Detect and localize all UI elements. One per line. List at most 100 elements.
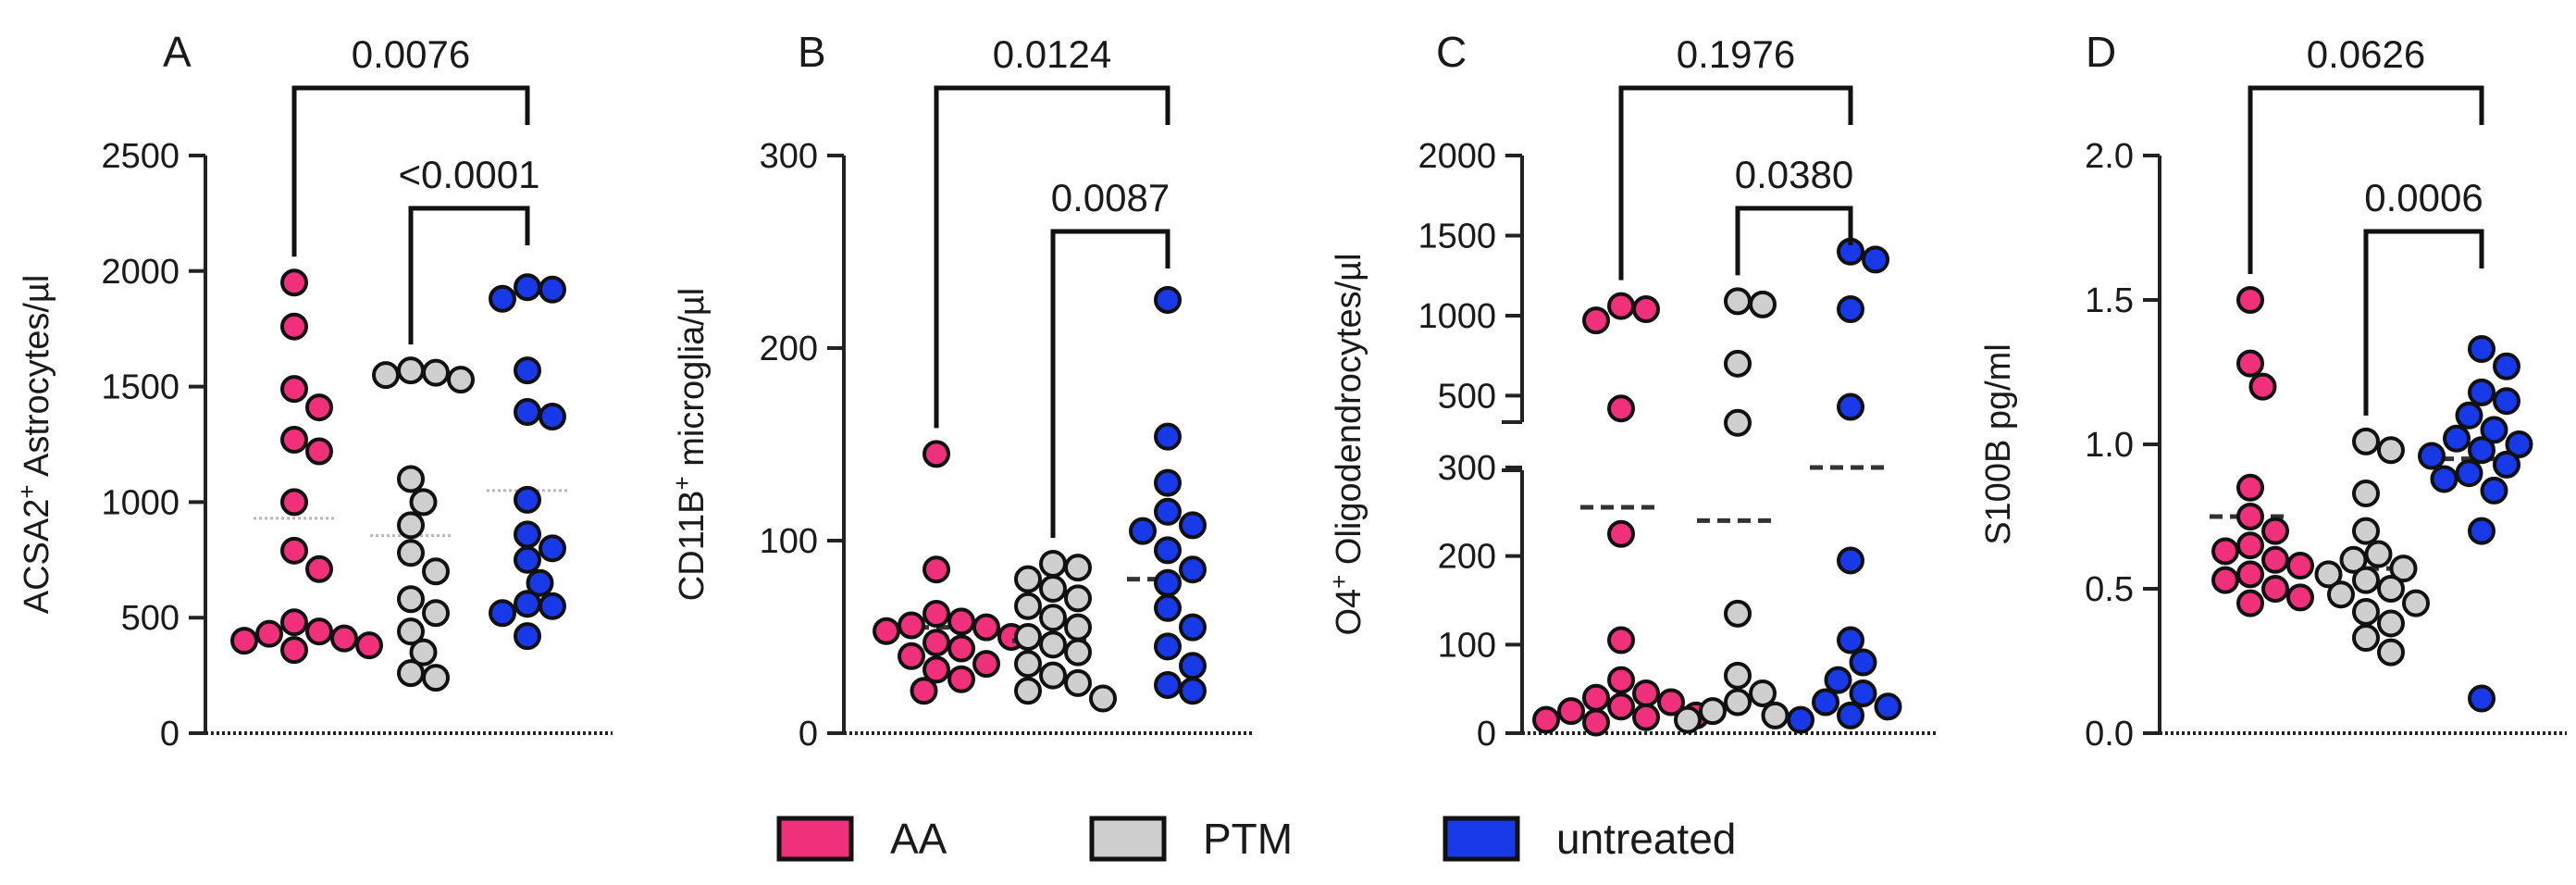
data-point	[397, 585, 425, 614]
y-axis-label-rest: Astrocytes/µl	[18, 275, 56, 485]
data-point	[1064, 613, 1092, 642]
data-point	[1064, 638, 1092, 667]
data-point	[1837, 626, 1864, 654]
data-point	[539, 275, 566, 304]
data-point	[2443, 424, 2471, 453]
y-tick-label: 1000	[101, 483, 180, 522]
data-point	[2480, 416, 2508, 444]
data-point	[1154, 632, 1182, 661]
data-point	[2339, 545, 2368, 574]
y-axis-label-main: O4	[1330, 589, 1368, 636]
data-point	[409, 488, 438, 517]
data-point	[280, 536, 308, 565]
data-point	[422, 599, 450, 628]
data-point	[539, 403, 566, 431]
data-point	[1179, 511, 1207, 540]
panel-letter: D	[2086, 28, 2116, 76]
y-tick-label: 1000	[1418, 297, 1496, 336]
data-point	[1039, 630, 1067, 659]
data-point	[1014, 592, 1042, 620]
group-aa	[873, 440, 1025, 705]
data-point	[923, 440, 950, 468]
panel-letter: A	[163, 28, 192, 76]
data-point	[526, 568, 554, 597]
y-axis-label: O4+ Oligodendrocytes/µl	[1325, 253, 1368, 635]
data-point	[1039, 604, 1067, 632]
data-point	[489, 599, 516, 628]
p-value-label: 0.0076	[352, 32, 470, 76]
data-point	[255, 619, 283, 648]
significance-bracket	[1618, 85, 1853, 280]
group-ptm	[1674, 287, 1790, 734]
data-point	[2236, 473, 2264, 502]
data-point	[1089, 684, 1117, 713]
data-point	[1874, 692, 1902, 721]
data-point	[2493, 450, 2520, 479]
panel-b: B 0 100 200 300 CD11B+ microglia/µl 0.0124 0.00…	[668, 28, 1253, 754]
y-tick-label: 100	[760, 522, 818, 561]
data-point	[539, 592, 566, 620]
y-tick-label: 200	[1438, 538, 1496, 577]
data-point	[1582, 306, 1610, 335]
data-point	[2314, 560, 2343, 589]
data-point	[514, 590, 541, 618]
data-point	[305, 555, 333, 583]
y-axis-label-sup: +	[1325, 575, 1353, 589]
data-point	[539, 534, 566, 563]
data-point	[2236, 531, 2264, 560]
group-untreated	[1787, 237, 1902, 734]
data-point	[397, 511, 425, 540]
data-point	[230, 627, 258, 655]
significance-bracket	[408, 206, 530, 345]
significance-bracket	[1735, 206, 1853, 276]
data-point	[514, 356, 541, 385]
data-point	[1039, 661, 1067, 690]
significance-bracket	[2363, 229, 2484, 416]
data-point	[1014, 565, 1042, 593]
data-point	[1724, 287, 1752, 316]
data-point	[2493, 352, 2520, 380]
data-point	[1724, 408, 1752, 437]
data-point	[873, 617, 900, 645]
data-point	[1532, 705, 1560, 734]
legend-label: AA	[890, 815, 947, 863]
group-ptm	[2314, 427, 2430, 667]
data-point	[280, 375, 308, 404]
data-point	[1154, 536, 1182, 565]
data-point	[1129, 517, 1157, 545]
y-tick-label: 0	[1477, 715, 1496, 754]
data-point	[2455, 401, 2483, 430]
p-value-label: 0.0626	[2307, 32, 2425, 76]
data-point	[1812, 688, 1839, 717]
legend-label: untreated	[1556, 815, 1736, 863]
y-axis-label-sup: +	[13, 484, 41, 498]
data-point	[305, 393, 333, 422]
data-point	[2468, 517, 2496, 545]
data-point	[2418, 442, 2446, 470]
data-point	[355, 631, 383, 660]
y-tick-label: 1.0	[2085, 426, 2134, 465]
data-point	[2352, 624, 2380, 653]
data-point	[1699, 697, 1727, 726]
y-tick-label: 500	[1438, 377, 1496, 416]
data-point	[1607, 666, 1635, 694]
data-point	[2236, 286, 2264, 314]
data-point	[947, 665, 975, 693]
data-point	[2352, 427, 2380, 455]
data-point	[1064, 668, 1092, 697]
data-point	[2248, 372, 2277, 401]
y-tick-label: 300	[760, 137, 818, 176]
data-point	[2352, 517, 2380, 545]
data-point	[1837, 701, 1864, 729]
data-point	[280, 312, 308, 341]
data-point	[1632, 679, 1660, 707]
y-tick-label: 100	[1438, 626, 1496, 665]
significance-bracket	[1050, 229, 1170, 538]
data-point	[2468, 436, 2496, 465]
data-point	[2468, 378, 2496, 406]
legend-swatch	[776, 816, 854, 862]
data-point	[514, 485, 541, 514]
data-point	[1849, 679, 1877, 707]
